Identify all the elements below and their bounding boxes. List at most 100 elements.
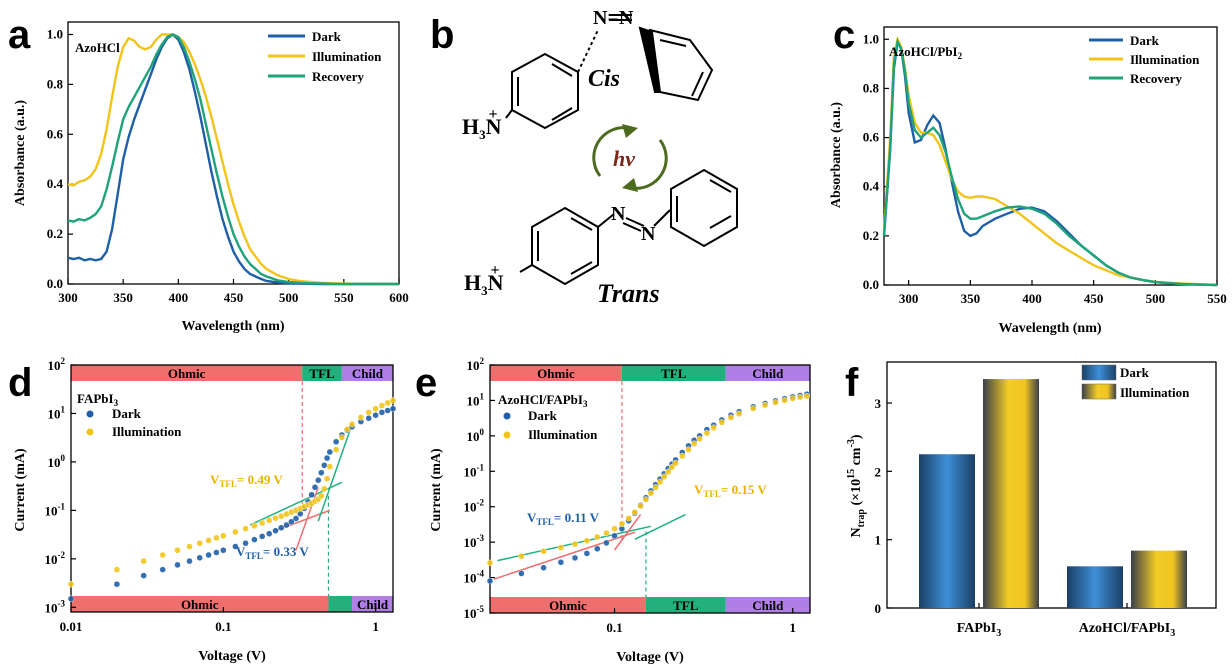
vtfl-d-illum: VTFL= 0.49 V (210, 472, 283, 489)
panel-label-a: a (8, 13, 31, 57)
chart-f-bar-dark (919, 454, 975, 608)
chart-c-legend: Dark Illumination Recovery (1089, 33, 1200, 86)
chart-c-xtick-label: 550 (1207, 291, 1227, 306)
chart-e-point-illumination (772, 399, 779, 406)
chart-c-ytick-label: 1.0 (863, 31, 879, 46)
chart-e-ytick-label: 10-4 (464, 569, 485, 586)
trans-n2-label: N (641, 223, 656, 245)
chart-e-point-illumination (642, 496, 650, 503)
chart-d-region-top-label: Child (352, 366, 384, 381)
chart-d-point-illumination (113, 566, 121, 573)
vtfl-e-dark: VTFL= 0.11 V (527, 510, 600, 527)
chart-d-point-illumination (251, 522, 258, 529)
chart-d-point-dark (266, 530, 273, 537)
chart-e-point-illumination (750, 405, 757, 412)
chart-e-point-illumination (803, 393, 810, 400)
chart-d-ytick-label: 10-1 (45, 501, 66, 518)
chart-c-title: AzoHCl/PbI2 (889, 44, 963, 61)
chart-e-point-illumination (735, 410, 743, 417)
trans-n-ring-bond (653, 209, 671, 227)
chart-e-ytick-label: 100 (467, 427, 485, 444)
chart-e-point-illumination (668, 464, 676, 471)
chart-f-frame (886, 361, 1217, 609)
chart-e-point-illumination (656, 478, 664, 486)
cis-ammonium-label: H3N+ (462, 106, 502, 142)
chart-e-point-illumination (679, 452, 686, 460)
chart-d-fit-lines (249, 381, 353, 596)
chart-f-bar-dark (1067, 566, 1123, 608)
chart-d-xtick-label: 0.01 (60, 619, 83, 634)
chart-c-frame (883, 26, 1218, 286)
chart-d-point-dark (308, 491, 315, 498)
chart-e-point-dark (571, 554, 579, 562)
fit-line (613, 514, 642, 551)
chart-d-region-bottom-label: Ohmic (181, 597, 219, 612)
chart-e-ytick-label: 101 (467, 391, 485, 408)
chart-d-point-illumination (259, 519, 266, 527)
cis-left-ring-inner-bond (551, 63, 573, 77)
chart-e-point-illumination (637, 502, 644, 510)
hv-upper-arrowhead (622, 124, 638, 138)
chart-f-category-1: AzoHCl/FAPbI3 (1079, 621, 1176, 639)
chart-d-point-dark (321, 462, 328, 469)
trans-nn-double-bond (622, 222, 642, 232)
chart-a-title: AzoHCl (75, 40, 120, 55)
legend-e-dark: Dark (528, 408, 558, 423)
chart-e-point-illumination (583, 537, 591, 544)
chart-d-point-dark (283, 521, 290, 529)
chart-d-point-dark (384, 407, 391, 414)
chart-e-title: AzoHCl/FAPbI3 (498, 392, 588, 409)
chart-d-point-illumination (272, 515, 279, 522)
chart-d-point-illumination (378, 402, 386, 409)
cis-left-ring (511, 52, 579, 130)
chart-d-ytick-label: 102 (48, 356, 66, 373)
chart-d-point-illumination (242, 525, 249, 532)
chart-d-point-dark (323, 454, 331, 462)
chart-d-point-illumination (266, 517, 273, 524)
chart-e-region-top (621, 365, 726, 381)
chart-d-point-dark (196, 554, 203, 561)
chart-d-point-dark (365, 415, 372, 422)
chart-d-point-illumination (348, 421, 356, 428)
chart-e-point-illumination (727, 414, 735, 421)
cis-nn-label: N=N (593, 7, 634, 29)
chart-d-region-bottom (71, 596, 329, 612)
chart-d-point-dark (315, 477, 322, 484)
chart-d-ytick-label: 10-2 (45, 550, 66, 567)
chart-f-legend: Dark Illumination (1081, 364, 1190, 400)
chart-d-point-illumination (196, 540, 203, 547)
chart-d-point-illumination (213, 534, 220, 542)
legend-c-recovery: Recovery (1130, 71, 1182, 86)
chart-e-region-top (490, 365, 622, 381)
chart-d-series (67, 397, 397, 602)
chart-d-point-illumination (318, 492, 325, 499)
chart-f-ylabel: Ntrap (×1015 cm-3) (846, 434, 867, 537)
legend-f-dark-swatch (1081, 364, 1117, 381)
trans-right-ring-inner-bond (709, 215, 732, 229)
chart-e-point-illumination (661, 473, 668, 480)
trans-nn-double-bond (625, 217, 645, 227)
chart-d-point-illumination (140, 557, 147, 565)
chart-a-xtick-label: 350 (113, 290, 133, 305)
chart-c-xlabel: Wavelength (nm) (998, 321, 1101, 336)
chart-d-point-illumination (159, 551, 166, 559)
legend-f-illum: Illumination (1120, 385, 1190, 400)
chart-d-point-dark (205, 551, 212, 559)
chart-e-xlabel: Voltage (V) (616, 650, 684, 665)
chart-d-point-dark (220, 547, 227, 554)
chart-d-point-dark (67, 595, 75, 602)
chart-d-point-dark (332, 438, 340, 445)
chart-d-ytick-label: 101 (48, 404, 66, 421)
chart-d-point-dark (389, 405, 397, 412)
chart-c-ytick-label: 0.8 (863, 80, 880, 95)
chart-d-point-dark (311, 484, 319, 491)
cis-ammonium-bond (505, 109, 513, 119)
chart-f-bar-illumination (1131, 550, 1187, 608)
chart-e-point-illumination (611, 525, 618, 532)
chart-d-ytick-label: 10-3 (45, 598, 66, 615)
chart-e-ytick-label: 10-5 (464, 604, 485, 621)
chart-a-ytick-label: 1.0 (47, 26, 63, 41)
chart-d-point-illumination (384, 399, 391, 407)
chart-d-point-dark (278, 524, 285, 531)
panel-label-f: f (845, 361, 859, 405)
